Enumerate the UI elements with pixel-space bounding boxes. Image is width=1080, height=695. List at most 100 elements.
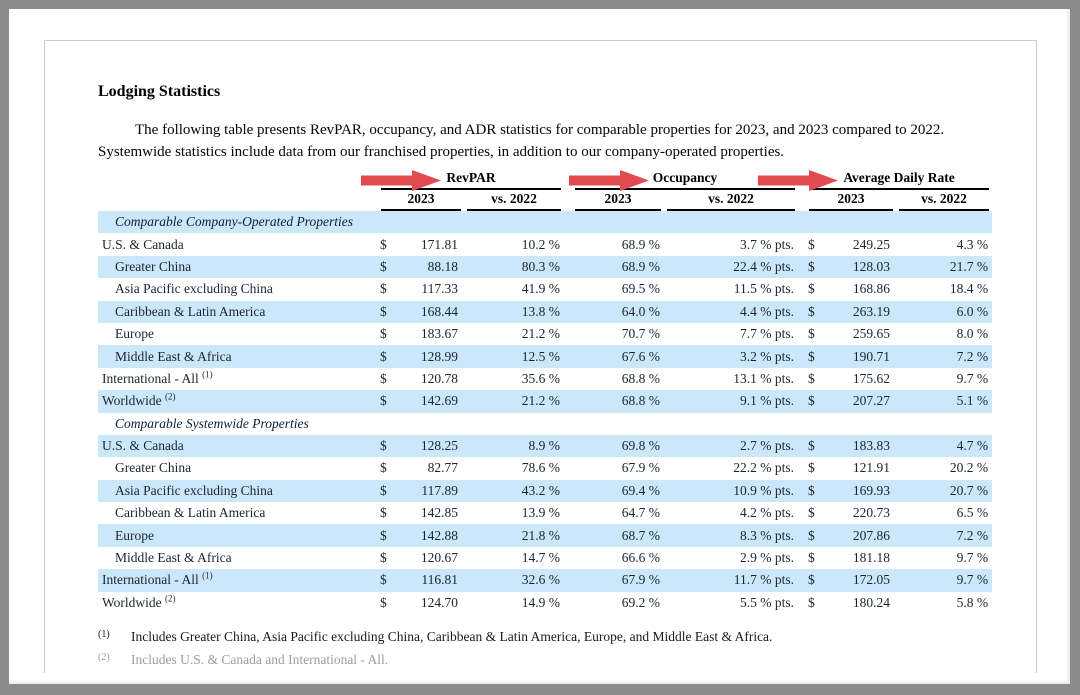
section-label: Comparable Company-Operated Properties (115, 214, 353, 230)
cell-adr-2023: 128.03 (852, 258, 891, 274)
cell-adr-vs-2022: 6.0 % (956, 303, 989, 319)
table-row: Caribbean & Latin America $168.44 13.8 % 64… (98, 300, 993, 323)
cell-occupancy-vs-2022: 22.4 % pts. (733, 258, 795, 274)
footnote: (2) Includes U.S. & Canada and Internatio… (98, 652, 992, 668)
cell-adr-vs-2022: 20.2 % (949, 460, 989, 476)
section-label: Comparable Systemwide Properties (115, 415, 309, 431)
cell-revpar-currency: $ (380, 348, 387, 364)
cell-occupancy-2023: 70.7 % (621, 326, 661, 342)
table-row: Caribbean & Latin America $142.85 13.9 % 64… (98, 502, 992, 524)
cell-adr-vs-2022: 9.7 % (956, 550, 989, 566)
table-row: Europe $142.88 21.8 % 68.7 % 8.3 % pts. $207.… (98, 524, 993, 547)
gap-cell (798, 233, 806, 255)
cell-region-name: Greater China (115, 258, 192, 274)
cell-region-name: Asia Pacific excluding China (115, 281, 273, 297)
cell-adr-2023: 180.24 (852, 594, 891, 610)
cell-adr-currency: $ (808, 438, 815, 454)
table-row: Asia Pacific excluding China $117.33 41.9 … (98, 278, 992, 300)
cell-revpar-2023: 88.18 (427, 258, 458, 274)
cell-revpar-vs-2022: 13.9 % (521, 505, 561, 521)
table-row: International - All (1) $116.81 32.6 % 67.9… (98, 569, 993, 592)
cell-revpar-currency: $ (380, 505, 387, 521)
footnote: (1) Includes Greater China, Asia Pacific … (98, 629, 992, 645)
gap-cell (564, 345, 572, 367)
cell-revpar-currency: $ (380, 460, 387, 476)
cell-adr-currency: $ (808, 303, 815, 319)
cell-revpar-2023: 117.33 (421, 281, 458, 297)
revpar-2023-header: 2023 (378, 190, 464, 211)
cell-adr-2023: 220.73 (852, 505, 891, 521)
cell-occupancy-vs-2022: 13.1 % pts. (733, 370, 795, 386)
cell-region-name: Europe (115, 527, 154, 543)
cell-revpar-vs-2022: 78.6 % (521, 460, 561, 476)
cell-occupancy-vs-2022: 4.2 % pts. (740, 505, 795, 521)
cell-revpar-vs-2022: 21.2 % (521, 393, 561, 409)
cell-adr-2023: 259.65 (852, 326, 891, 342)
cell-occupancy-2023: 67.9 % (621, 572, 661, 588)
adr-vs-2022-header: vs. 2022 (896, 190, 992, 211)
gap-cell (564, 368, 572, 390)
occupancy-group-header: Occupancy (572, 169, 798, 190)
cell-revpar-currency: $ (380, 326, 387, 342)
cell-revpar-currency: $ (380, 236, 387, 252)
cell-adr-currency: $ (808, 348, 815, 364)
gap-cell (798, 592, 806, 614)
cell-revpar-vs-2022: 10.2 % (521, 236, 561, 252)
cell-occupancy-2023: 68.8 % (621, 370, 661, 386)
table-row: U.S. & Canada $171.81 10.2 % 68.9 % 3.7 % pt… (98, 233, 992, 255)
cell-revpar-2023: 124.70 (420, 594, 458, 610)
group-header-row: RevPAR Occupancy Average Daily Rate (98, 169, 992, 190)
cell-revpar-currency: $ (380, 594, 387, 610)
gap-cell (798, 390, 806, 412)
gap-cell (798, 256, 806, 278)
cell-occupancy-2023: 69.8 % (621, 438, 661, 454)
cell-revpar-currency: $ (380, 370, 387, 386)
cell-revpar-2023: 168.44 (420, 303, 458, 319)
cell-adr-currency: $ (808, 550, 815, 566)
cell-revpar-2023: 120.67 (420, 550, 458, 566)
table-header: RevPAR Occupancy Average Daily Rate 2023… (98, 169, 992, 211)
cell-region-name: Caribbean & Latin America (115, 303, 266, 319)
average-daily-rate-annotation-arrow-icon (758, 170, 838, 191)
footnote-reference: (2) (165, 391, 176, 402)
footnote-marker: (2) (98, 652, 110, 664)
cell-occupancy-2023: 64.7 % (621, 505, 661, 521)
cell-region-name: Greater China (115, 460, 192, 476)
cell-region-name: Asia Pacific excluding China (115, 482, 273, 498)
cell-occupancy-vs-2022: 7.7 % pts. (740, 326, 795, 342)
footnotes: (1) Includes Greater China, Asia Pacific … (98, 629, 992, 668)
cell-occupancy-vs-2022: 11.5 % pts. (733, 281, 795, 297)
cell-revpar-2023: 82.77 (427, 460, 458, 476)
gap-cell (564, 301, 572, 323)
table-row: Middle East & Africa $128.99 12.5 % 67.6 % 3… (98, 345, 993, 368)
cell-revpar-vs-2022: 13.8 % (521, 303, 561, 319)
gap-cell (564, 435, 572, 457)
sub-header-row: 2023 vs. 2022 2023 vs. 2022 2023 vs. 202… (98, 190, 992, 211)
cell-occupancy-vs-2022: 4.4 % pts. (740, 303, 795, 319)
table-row: Worldwide (2) $142.69 21.2 % 68.8 % 9.1 % pt… (98, 390, 993, 413)
cell-revpar-currency: $ (380, 482, 387, 498)
cell-occupancy-2023: 69.2 % (621, 594, 661, 610)
cell-occupancy-vs-2022: 22.2 % pts. (733, 460, 795, 476)
cell-adr-currency: $ (808, 258, 815, 274)
gap-cell (798, 435, 806, 457)
cell-revpar-vs-2022: 14.7 % (521, 550, 561, 566)
cell-adr-vs-2022: 20.7 % (949, 482, 989, 498)
gap-cell (798, 301, 806, 323)
gap-cell (564, 256, 572, 278)
cell-region-name: International - All (1) (102, 369, 213, 386)
cell-adr-currency: $ (808, 326, 815, 342)
footnote-reference: (1) (202, 369, 213, 380)
cell-revpar-vs-2022: 8.9 % (528, 438, 561, 454)
cell-region-name: Middle East & Africa (115, 348, 232, 364)
cell-revpar-vs-2022: 80.3 % (521, 258, 561, 274)
cell-revpar-2023: 171.81 (420, 236, 458, 252)
cell-revpar-currency: $ (380, 303, 387, 319)
cell-adr-2023: 190.71 (852, 348, 891, 364)
footnote-marker: (1) (98, 629, 110, 641)
cell-region-name: Caribbean & Latin America (115, 505, 266, 521)
gap-cell (564, 547, 572, 569)
cell-region-name: U.S. & Canada (102, 438, 184, 454)
cell-adr-vs-2022: 5.1 % (956, 393, 989, 409)
cell-adr-currency: $ (808, 505, 815, 521)
